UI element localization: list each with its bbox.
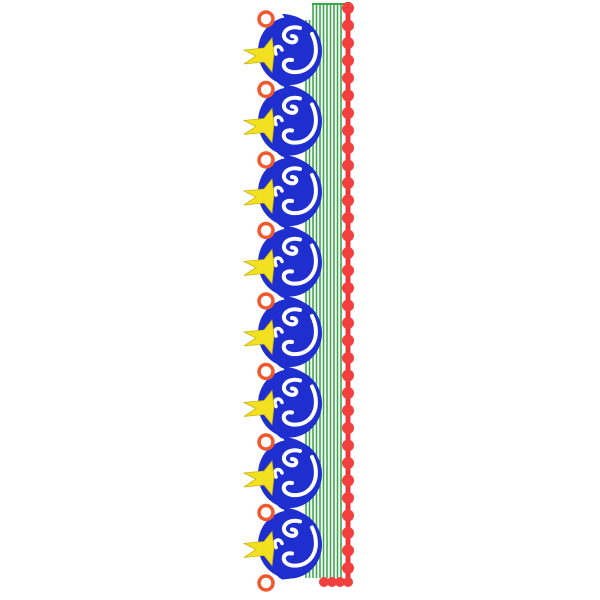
red-bead [342,509,354,522]
white-curl [281,102,318,145]
white-curl [273,115,284,127]
white-curl [273,185,284,197]
yellow-flower [242,530,275,567]
red-bead [342,89,354,102]
red-bead [342,37,354,49]
orange-ring [257,574,275,592]
red-bead [342,124,354,137]
orange-ring [257,80,275,99]
red-bead [342,317,354,329]
yellow-flower [242,107,275,144]
motifs [242,10,322,592]
white-curl [281,455,318,498]
red-bead [342,19,354,32]
white-curl [281,25,302,45]
white-curl [281,448,302,468]
white-curl [273,44,284,56]
white-curl [281,307,302,327]
orange-ring [257,10,275,28]
yellow-flower [242,460,275,497]
orange-ring [257,151,275,169]
red-bead [327,577,337,587]
white-curl [281,173,318,216]
white-curl [281,384,318,427]
yellow-flower [242,178,275,215]
red-bead [342,439,354,452]
red-bead [342,194,354,207]
white-curl [273,397,284,409]
orange-ring [257,362,275,381]
red-bead [342,159,354,172]
red-bead [342,282,354,294]
red-bead [342,352,354,364]
orange-ring [257,433,275,451]
red-bead [342,544,354,557]
red-bead [342,527,354,539]
red-bead [319,577,329,587]
yellow-flower [242,319,275,356]
red-bead [342,212,354,224]
white-curl [273,467,284,479]
red-bead [343,577,353,587]
white-curl [281,243,318,286]
white-curl [273,326,284,338]
white-curl [281,32,318,75]
red-bead [342,299,354,312]
red-bead [342,562,354,574]
red-bead [342,457,354,469]
red-bead [342,177,354,189]
white-curl [281,95,302,115]
white-curl [281,518,302,538]
red-bead [342,334,354,347]
red-bead [342,492,354,504]
orange-ring [257,292,275,310]
red-bead [342,229,354,242]
red-bead [342,404,354,417]
red-bead [342,264,354,277]
orange-ring [257,503,275,522]
red-bead [342,422,354,434]
red-bead [342,369,354,382]
red-bead [342,107,354,119]
red-bead [342,387,354,399]
yellow-flower [242,389,275,426]
white-curl [281,166,302,186]
red-bead [342,142,354,154]
red-edge [319,2,354,587]
yellow-flower [242,248,275,285]
white-curl [273,256,284,268]
white-curl [273,538,284,550]
red-bead [335,577,345,587]
orange-ring [257,221,275,240]
red-bead [342,54,354,67]
white-curl [281,377,302,397]
red-bead [342,247,354,259]
yellow-flower [242,37,275,74]
white-curl [281,236,302,256]
white-curl [281,525,318,568]
red-bead [342,2,354,14]
red-bead [342,474,354,487]
white-curl [281,314,318,357]
red-bead [342,72,354,84]
